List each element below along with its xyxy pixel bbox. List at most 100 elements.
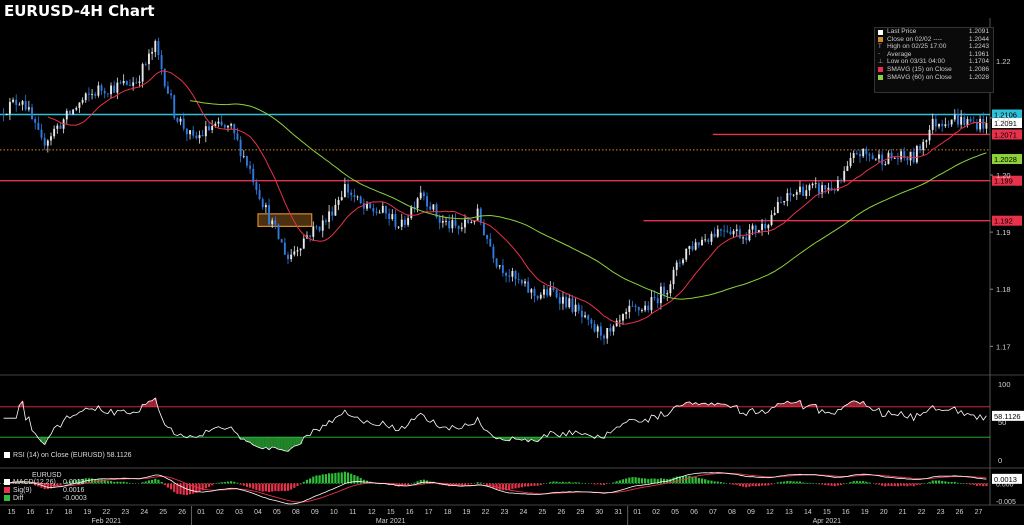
legend-row: - Average 1.1961 [875, 51, 993, 59]
candle-body [397, 226, 400, 228]
candle-body [944, 124, 947, 127]
candle-body [318, 226, 321, 231]
date-tick-label: 19 [861, 509, 869, 516]
candle-body [457, 225, 460, 229]
date-tick-label: 23 [937, 509, 945, 516]
candle-body [296, 250, 299, 252]
candle-body [119, 82, 122, 84]
candle-body [729, 231, 732, 235]
macd-legend-row: MACD(12,26) 0.0013 [4, 479, 87, 487]
candle-body [94, 93, 97, 96]
candle-body [2, 113, 5, 115]
candle-body [220, 121, 223, 126]
candle-body [129, 84, 131, 86]
candle-body [353, 195, 356, 198]
macd-line [3, 472, 987, 505]
legend-value: 1.1961 [968, 50, 989, 58]
candle-body [245, 155, 248, 166]
candle-body [192, 130, 195, 136]
candle-body [59, 125, 62, 129]
candle-body [467, 219, 470, 223]
candle-body [517, 279, 520, 281]
date-tick-label: 22 [102, 509, 110, 516]
candle-body [520, 280, 523, 284]
candle-body [688, 246, 691, 249]
candle-body [46, 140, 49, 146]
candle-body [571, 298, 574, 312]
date-tick-label: 01 [197, 509, 205, 516]
candle-body [896, 158, 899, 160]
legend-swatch: T [878, 43, 882, 50]
candle-body [817, 183, 820, 194]
macd-legend-row: Diff -0.0003 [4, 495, 87, 503]
candle-body [701, 239, 703, 246]
candle-body [233, 123, 236, 134]
candle-body [615, 320, 618, 327]
candle-body [742, 237, 745, 239]
legend-row: Close on 02/02 ---- 1.2044 [875, 36, 993, 44]
candle-body [236, 133, 239, 140]
candle-body [451, 220, 454, 229]
candle-body [122, 80, 125, 84]
candle-body [148, 53, 150, 65]
candle-body [337, 200, 340, 205]
candle-body [343, 184, 346, 198]
candle-body [846, 166, 849, 171]
candle-body [603, 335, 605, 339]
candle-body [947, 124, 950, 126]
candle-body [53, 128, 56, 137]
candle-body [878, 154, 880, 159]
candle-body [587, 315, 590, 320]
candle-body [625, 311, 628, 315]
date-tick-label: 15 [8, 509, 16, 516]
candle-body [309, 235, 312, 237]
date-tick-label: 22 [482, 509, 490, 516]
date-tick-label: 02 [652, 509, 660, 516]
date-tick-label: 13 [785, 509, 793, 516]
candle-body [448, 220, 451, 229]
candle-body [565, 296, 568, 308]
candle-body [922, 141, 925, 151]
candle-body [81, 100, 84, 103]
candle-body [656, 298, 659, 304]
rsi-legend-label: RSI (14) on Close (EURUSD) 58.1126 [13, 452, 132, 459]
candle-body [185, 128, 188, 135]
candle-body [195, 135, 198, 139]
candle-body [489, 238, 492, 247]
candle-body [552, 287, 555, 291]
candle-body [549, 287, 552, 296]
candle-body [558, 297, 561, 304]
date-tick-label: 26 [557, 509, 565, 516]
candle-body [783, 200, 786, 203]
date-tick-label: 09 [747, 509, 755, 516]
candle-body [315, 226, 318, 228]
rsi-tick-label: 0 [998, 456, 1002, 465]
legend-row: SMAVG (60) on Close 1.2028 [875, 74, 993, 82]
candle-body [644, 305, 647, 311]
macd-legend-swatch [4, 487, 10, 494]
candle-body [871, 155, 874, 159]
legend-value: 1.2044 [968, 35, 989, 43]
candle-body [12, 99, 15, 102]
date-tick-label: 22 [918, 509, 926, 516]
candle-body [694, 242, 697, 250]
date-tick-label: 15 [823, 509, 831, 516]
candle-body [268, 205, 270, 225]
date-tick-label: 12 [766, 509, 774, 516]
price-badge [992, 154, 1022, 165]
candle-body [568, 298, 571, 308]
candle-body [362, 203, 365, 209]
candle-body [242, 155, 245, 157]
candle-body [966, 119, 969, 125]
candle-body [925, 140, 928, 142]
legend-value: 1.2086 [968, 65, 989, 73]
candle-body [91, 93, 94, 95]
candle-body [527, 281, 530, 293]
candle-body [410, 206, 413, 219]
legend-row: T High on 02/25 17:00 1.2243 [875, 43, 993, 51]
candle-body [723, 230, 726, 232]
price-tick-label: 1.20 [996, 171, 1011, 180]
macd-legend-value: 0.0013 [63, 479, 85, 486]
